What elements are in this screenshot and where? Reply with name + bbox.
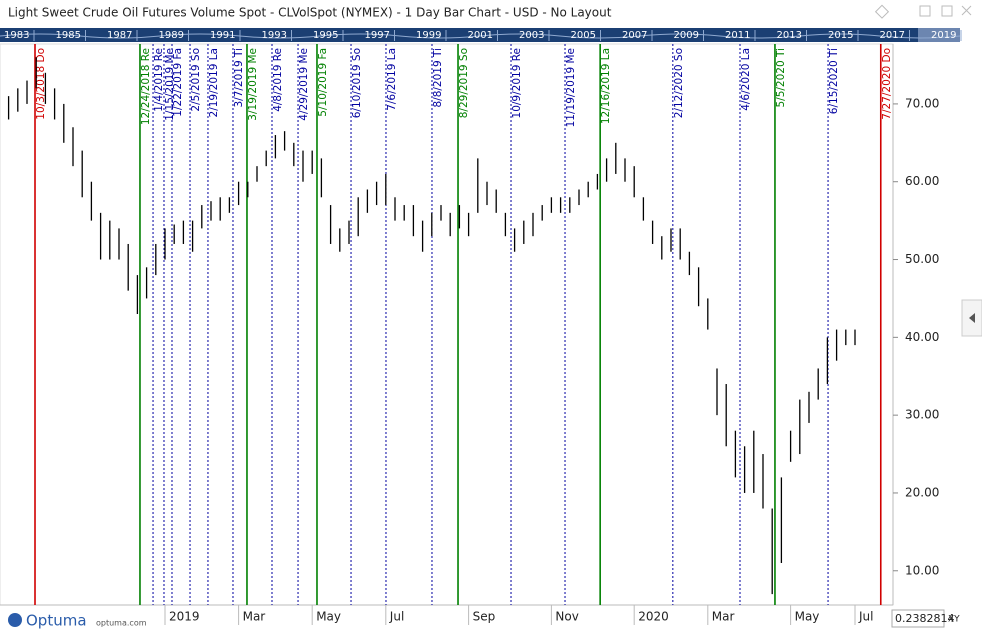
navigator-year: 1999 <box>416 30 441 41</box>
navigator-year: 2007 <box>622 30 647 41</box>
event-label: 3/7/2019 Ti <box>233 48 245 108</box>
navigator-year: 1991 <box>210 30 235 41</box>
event-label: 8/29/2019 So <box>458 48 470 118</box>
y-tick-label: 50.00 <box>905 252 939 266</box>
event-label: 11/19/2019 Me <box>565 48 577 127</box>
navigator-year: 2011 <box>725 30 750 41</box>
navigator-year: 1989 <box>159 30 184 41</box>
event-label: 6/15/2020 Ti <box>828 48 840 114</box>
event-label: 8/8/2019 Ti <box>432 48 444 108</box>
navigator-year: 2009 <box>674 30 699 41</box>
button[interactable] <box>941 5 953 17</box>
event-label: 7/6/2019 La <box>386 48 398 111</box>
x-tick-label: Mar <box>243 610 266 624</box>
event-label: 2/19/2019 La <box>208 48 220 117</box>
navigator-year: 2019 <box>931 30 956 41</box>
y-tick-label: 10.00 <box>905 563 939 577</box>
cursor-mode[interactable]: XY <box>948 615 960 625</box>
x-tick-label: May <box>795 610 820 624</box>
event-label: 5/10/2019 Fa <box>317 48 329 117</box>
navigator[interactable]: 1983 1985 1987 1989 1991 1993 1995 1997 1999 2001… <box>0 28 962 42</box>
button[interactable] <box>874 4 890 19</box>
logo-text: Optuma <box>26 612 87 630</box>
cursor-box[interactable] <box>891 609 945 628</box>
window-buttons <box>874 4 972 19</box>
navigator-year: 2015 <box>828 30 853 41</box>
chart-title: Light Sweet Crude Oil Futures Volume Spo… <box>8 6 612 20</box>
event-label: 2/5/2019 So <box>190 48 202 112</box>
navigator-year: 1995 <box>313 30 338 41</box>
event-label: 10/9/2019 Re <box>511 48 523 118</box>
close-button[interactable] <box>961 5 972 16</box>
x-tick-label: Nov <box>555 610 578 624</box>
y-tick-label: 70.00 <box>905 96 939 110</box>
logo-url: optuma.com <box>96 619 147 628</box>
navigator-year: 2001 <box>468 30 493 41</box>
x-tick-label: 2019 <box>169 610 200 624</box>
event-label: 6/10/2019 So <box>351 48 363 118</box>
x-tick-label: Sep <box>473 610 496 624</box>
y-tick-label: 20.00 <box>905 485 939 499</box>
navigator-year: 1997 <box>365 30 390 41</box>
event-label: 4/6/2020 La <box>740 48 752 111</box>
event-label: 7/27/2020 Do <box>881 48 893 120</box>
event-label: 4/29/2019 Me <box>298 48 310 121</box>
event-label: 5/5/2020 Ti <box>775 48 787 108</box>
x-tick-label: Jul <box>389 610 404 624</box>
navigator-year: 2017 <box>880 30 905 41</box>
arrow-icon <box>969 313 975 323</box>
event-label: 1/15/2019 Me <box>164 48 176 121</box>
navigator-year: 2013 <box>777 30 802 41</box>
y-tick-label: 30.00 <box>905 408 939 422</box>
navigator-year: 1983 <box>4 30 29 41</box>
navigator-year: 1993 <box>262 30 287 41</box>
event-label: 1/22/2019 Fa <box>172 48 184 117</box>
x-tick-label: 2020 <box>638 610 669 624</box>
navigator-year: 1985 <box>56 30 81 41</box>
navigator-year: 1987 <box>107 30 132 41</box>
x-tick-label: Jul <box>858 610 873 624</box>
navigator-year: 2003 <box>519 30 544 41</box>
navigator-year: 2005 <box>571 30 596 41</box>
y-tick-label: 40.00 <box>905 330 939 344</box>
event-label: 12/24/2018 Re <box>140 48 152 125</box>
event-label: 10/3/2018 Do <box>35 48 47 120</box>
event-label: 1/4/2019 Re <box>153 48 165 112</box>
event-label: 4/8/2019 Re <box>272 48 284 112</box>
cursor-value: 0.2382814 <box>895 612 955 625</box>
plot-area <box>0 43 894 606</box>
y-tick-label: 60.00 <box>905 174 939 188</box>
x-tick-label: May <box>316 610 341 624</box>
button[interactable] <box>919 5 931 17</box>
event-label: 2/12/2020 So <box>673 48 685 118</box>
logo: Optuma optuma.com <box>8 612 147 630</box>
x-tick-label: Mar <box>712 610 735 624</box>
event-label: 12/16/2019 La <box>600 48 612 124</box>
event-label: 3/19/2019 Me <box>247 48 259 121</box>
